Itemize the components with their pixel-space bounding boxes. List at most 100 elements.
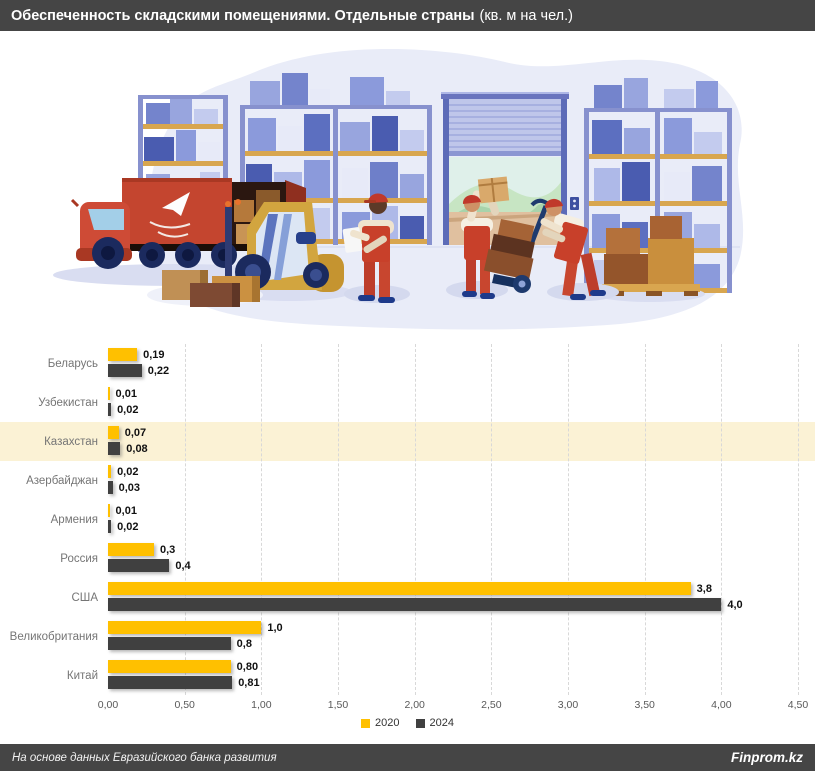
chart-row: Беларусь 0,19 0,22	[0, 344, 815, 383]
footer-bar: На основе данных Евразийского банка разв…	[0, 744, 815, 771]
page-title-unit: (кв. м на чел.)	[479, 7, 573, 24]
bar-value-label: 0,02	[117, 465, 139, 478]
bar-2020	[108, 543, 154, 556]
bar-2024	[108, 637, 231, 650]
x-tick-label: 2,00	[404, 699, 425, 711]
chart-row: Азербайджан 0,02 0,03	[0, 461, 815, 500]
bar-value-label: 0,4	[175, 559, 191, 572]
door-control-panel	[570, 197, 579, 210]
bar-2020	[108, 465, 112, 478]
chart-row: Казахстан 0,07 0,08	[0, 422, 815, 461]
row-plot: 0,01 0,02	[108, 500, 798, 539]
bar-2024	[108, 676, 233, 689]
bar-value-label: 0,3	[160, 543, 176, 556]
bar-2024	[108, 598, 722, 611]
worker-carrying-box	[446, 176, 510, 299]
bar-value-label: 0,03	[118, 481, 141, 494]
x-axis: 0,00 0,50 1,00 1,50 2,00 2,50 3,00 3,50 4,00 4,50	[98, 699, 808, 713]
forklift	[210, 199, 344, 292]
bar-value-label: 0,02	[117, 403, 139, 416]
door-shutter	[449, 99, 561, 156]
bar-2020	[108, 387, 110, 400]
bar-2024	[108, 520, 112, 533]
row-plot: 1,0 0,8	[108, 617, 798, 656]
chart-row: Китай 0,80 0,81	[0, 656, 815, 695]
row-plot: 0,19 0,22	[108, 344, 798, 383]
chart-row: Великобритания 1,0 0,8	[0, 617, 815, 656]
x-tick-label: 2,50	[481, 699, 502, 711]
country-label: Азербайджан	[26, 474, 98, 487]
chart-rows: Беларусь 0,19 0,22 Узбекистан 0,01 0,02 Казахс…	[0, 344, 815, 695]
country-label: Армения	[50, 513, 98, 526]
bar-2020	[108, 660, 231, 673]
row-plot: 0,01 0,02	[108, 383, 798, 422]
header-bar: Обеспеченность складскими помещениями. О…	[0, 0, 815, 31]
legend-item-2020: 2020	[361, 717, 400, 729]
bar-value-label: 0,01	[115, 387, 137, 400]
legend-label: 2020	[375, 717, 400, 729]
x-tick-label: 1,50	[327, 699, 349, 711]
bar-value-label: 0,01	[115, 504, 137, 517]
bar-2020	[108, 504, 110, 517]
bar-2024	[108, 364, 142, 377]
worker-clipboard	[342, 193, 410, 303]
bar-value-label: 0,80	[236, 660, 259, 673]
worker-hand-truck	[483, 198, 619, 301]
pallet-boxes-right	[602, 216, 700, 296]
legend-label: 2024	[429, 717, 454, 729]
bar-2024	[108, 559, 170, 572]
page-title: Обеспеченность складскими помещениями. О…	[11, 7, 475, 24]
bar-2020	[108, 582, 691, 595]
bar-value-label: 0,02	[117, 520, 139, 533]
chart-row: Армения 0,01 0,02	[0, 500, 815, 539]
warehouse-illustration	[53, 48, 744, 330]
row-plot: 3,8 4,0	[108, 578, 798, 617]
bar-2020	[108, 621, 262, 634]
chart-row: Узбекистан 0,01 0,02	[0, 383, 815, 422]
bar-value-label: 1,0	[267, 621, 283, 634]
legend-swatch	[361, 718, 371, 728]
x-tick-label: 1,00	[251, 699, 272, 711]
legend: 2020 2024	[0, 717, 815, 729]
row-plot: 0,80 0,81	[108, 656, 798, 695]
x-tick-label: 4,00	[711, 699, 732, 711]
bar-value-label: 3,8	[696, 582, 712, 595]
hand-truck	[483, 198, 550, 293]
brand-logo: Finprom.kz	[730, 750, 803, 765]
country-label: Россия	[60, 552, 98, 565]
carried-box	[477, 176, 510, 204]
x-tick-label: 0,00	[97, 699, 119, 711]
x-tick-label: 0,50	[174, 699, 195, 711]
country-label: Беларусь	[47, 357, 98, 370]
bar-value-label: 0,07	[124, 426, 147, 439]
legend-swatch	[415, 718, 425, 728]
row-plot: 0,3 0,4	[108, 539, 798, 578]
bar-value-label: 0,19	[143, 348, 165, 361]
x-tick-label: 4,50	[787, 699, 809, 711]
bar-2020	[108, 426, 119, 439]
x-tick-label: 3,00	[557, 699, 579, 711]
bar-value-label: 0,8	[236, 637, 252, 650]
bar-2024	[108, 403, 112, 416]
bar-value-label: 0,81	[238, 676, 260, 689]
chart-row: Россия 0,3 0,4	[0, 539, 815, 578]
truck-wheels	[92, 237, 237, 269]
boxes-ground-left	[147, 270, 263, 307]
truck-logo	[162, 192, 190, 216]
row-plot: 0,07 0,08	[108, 422, 798, 461]
country-label: Узбекистан	[38, 396, 98, 409]
legend-item-2024: 2024	[415, 717, 454, 729]
bar-value-label: 4,0	[727, 598, 743, 611]
country-label: Казахстан	[44, 435, 98, 448]
bar-2024	[108, 481, 113, 494]
country-label: Великобритания	[9, 630, 98, 643]
x-tick-label: 3,50	[634, 699, 655, 711]
source-note: На основе данных Евразийского банка разв…	[12, 751, 277, 764]
chart-row: США 3,8 4,0	[0, 578, 815, 617]
country-label: США	[71, 591, 98, 604]
row-plot: 0,02 0,03	[108, 461, 798, 500]
bar-2024	[108, 442, 121, 455]
country-label: Китай	[66, 669, 98, 682]
bar-value-label: 0,08	[126, 442, 148, 455]
